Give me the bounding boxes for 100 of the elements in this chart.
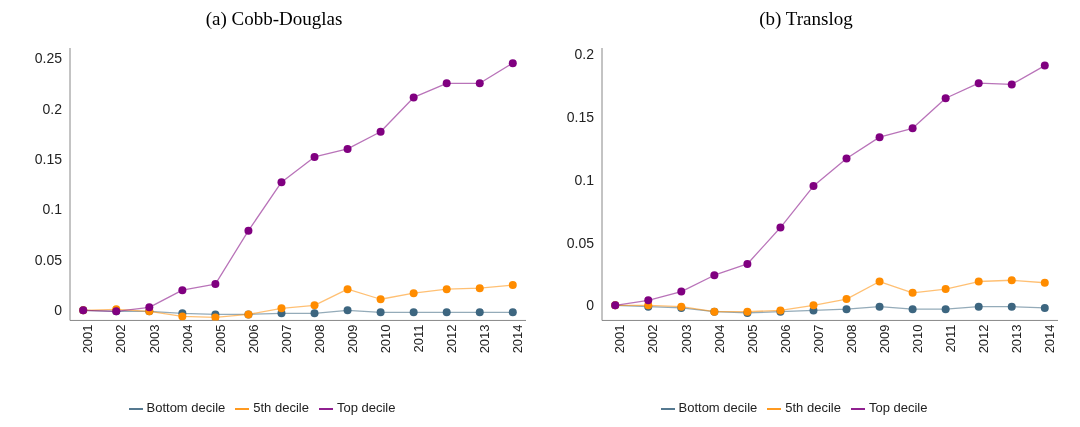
- x-tick-label: 2010: [909, 324, 925, 354]
- point: [908, 124, 917, 133]
- x-tick-label: 2005: [744, 324, 760, 354]
- x-tick-label: 2007: [278, 324, 294, 354]
- point: [842, 154, 851, 163]
- point: [974, 302, 983, 311]
- point: [1040, 61, 1049, 70]
- y-tick-label: 0.2: [574, 46, 595, 63]
- x-tick-label: 2010: [377, 324, 393, 354]
- y-tick-label: 0.25: [34, 50, 63, 67]
- x-tick-label: 2007: [810, 324, 826, 354]
- point: [908, 288, 917, 297]
- y-tick-label: 0.05: [566, 234, 595, 251]
- x-tick-label: 2004: [711, 324, 727, 354]
- point: [508, 308, 517, 317]
- x-tick-label: 2012: [975, 324, 991, 354]
- point: [343, 306, 352, 315]
- point: [1040, 303, 1049, 312]
- y-tick-label: 0.1: [574, 171, 595, 188]
- x-tick-label: 2008: [311, 324, 327, 354]
- point: [475, 79, 484, 88]
- point: [842, 295, 851, 304]
- point: [310, 301, 319, 310]
- point: [1007, 276, 1016, 285]
- point: [343, 144, 352, 153]
- x-tick-label: 2012: [443, 324, 459, 354]
- y-tick-label: 0.05: [34, 251, 63, 268]
- x-tick-label: 2003: [678, 324, 694, 354]
- x-tick-label: 2014: [1042, 324, 1058, 354]
- point: [809, 301, 818, 310]
- point: [310, 152, 319, 161]
- point: [941, 94, 950, 103]
- point: [908, 305, 917, 314]
- point: [409, 289, 418, 298]
- chart-title: (a) Cobb-Douglas: [204, 8, 344, 31]
- point: [941, 305, 950, 314]
- x-tick-label: 2005: [212, 324, 228, 354]
- point: [875, 277, 884, 286]
- x-tick-label: 2006: [777, 324, 793, 354]
- x-tick-label: 2003: [146, 324, 162, 354]
- point: [310, 309, 319, 318]
- point: [743, 259, 752, 268]
- legend-label: Bottom decile: [146, 400, 226, 416]
- point: [145, 303, 154, 312]
- point: [475, 308, 484, 317]
- x-tick-label: 2006: [245, 324, 261, 354]
- point: [677, 287, 686, 296]
- x-tick-label: 2001: [80, 324, 96, 354]
- point: [277, 304, 286, 313]
- point: [376, 127, 385, 136]
- point: [475, 284, 484, 293]
- x-tick-label: 2013: [476, 324, 492, 354]
- point: [343, 285, 352, 294]
- point: [710, 271, 719, 280]
- point: [211, 280, 220, 289]
- chart-title: (b) Translog: [758, 8, 854, 31]
- y-tick-label: 0: [586, 297, 595, 314]
- point: [409, 308, 418, 317]
- point: [178, 286, 187, 295]
- point: [875, 302, 884, 311]
- y-tick-label: 0: [54, 302, 63, 319]
- point: [842, 305, 851, 314]
- point: [1007, 302, 1016, 311]
- y-tick-label: 0.15: [566, 109, 595, 126]
- point: [277, 178, 286, 187]
- point: [941, 285, 950, 294]
- point: [875, 133, 884, 142]
- legend-label: 5th decile: [253, 400, 309, 416]
- point: [644, 296, 653, 305]
- point: [409, 93, 418, 102]
- x-tick-label: 2008: [843, 324, 859, 354]
- x-tick-label: 2002: [645, 324, 661, 354]
- point: [244, 226, 253, 235]
- point: [776, 223, 785, 232]
- x-tick-label: 2009: [344, 324, 360, 354]
- point: [508, 281, 517, 290]
- y-tick-label: 0.15: [34, 150, 63, 167]
- x-tick-label: 2009: [876, 324, 892, 354]
- legend-label: Top decile: [336, 400, 396, 416]
- point: [974, 277, 983, 286]
- point: [1040, 278, 1049, 287]
- x-tick-label: 2011: [410, 324, 426, 353]
- legend-label: 5th decile: [785, 400, 841, 416]
- x-tick-label: 2011: [942, 324, 958, 353]
- point: [442, 285, 451, 294]
- point: [809, 182, 818, 191]
- x-tick-label: 2004: [179, 324, 195, 354]
- legend-label: Top decile: [868, 400, 928, 416]
- x-tick-label: 2013: [1008, 324, 1024, 354]
- point: [508, 59, 517, 68]
- x-tick-label: 2002: [113, 324, 129, 354]
- point: [974, 79, 983, 88]
- y-tick-label: 0.1: [42, 201, 63, 218]
- legend-label: Bottom decile: [678, 400, 758, 416]
- point: [1007, 80, 1016, 89]
- point: [376, 295, 385, 304]
- x-tick-label: 2014: [510, 324, 526, 354]
- y-tick-label: 0.2: [42, 100, 63, 117]
- point: [376, 308, 385, 317]
- point: [442, 308, 451, 317]
